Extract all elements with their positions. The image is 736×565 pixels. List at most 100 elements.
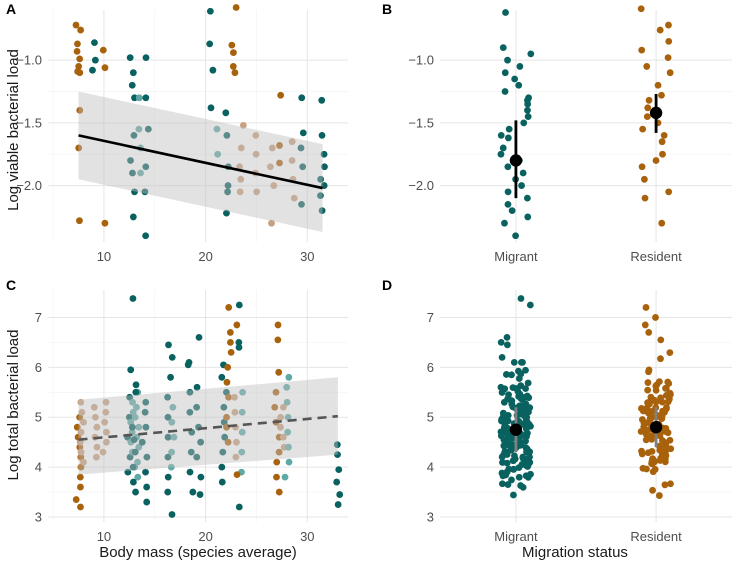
data-point-b <box>512 232 519 240</box>
data-point-d <box>526 404 534 412</box>
data-point-b <box>501 219 508 227</box>
data-point-c <box>92 413 99 421</box>
data-point-b <box>524 113 532 120</box>
data-point-a <box>252 132 260 139</box>
data-point-b <box>665 188 673 196</box>
data-point-c <box>196 491 204 498</box>
data-point-d <box>498 389 506 396</box>
data-point-b <box>497 150 505 158</box>
data-point-c <box>164 453 172 461</box>
data-point-d <box>645 329 653 336</box>
data-point-c <box>77 448 85 456</box>
data-point-d <box>652 387 660 394</box>
data-point-d <box>511 455 519 463</box>
data-point-b <box>524 100 532 108</box>
data-point-c <box>193 403 201 411</box>
data-point-c <box>221 433 229 441</box>
data-point-a <box>318 132 326 139</box>
panel-a-plot: −2.0 −1.5 −1.0 10 20 30 <box>16 4 348 264</box>
data-point-c <box>193 453 201 461</box>
data-point-a <box>128 81 136 89</box>
data-point-b <box>516 63 524 70</box>
data-point-b <box>520 119 528 127</box>
data-point-d <box>524 379 532 387</box>
x-tick-label-a: 20 <box>198 249 212 264</box>
data-point-b <box>504 200 512 208</box>
data-point-b <box>659 150 666 158</box>
data-point-c <box>170 433 178 441</box>
data-point-b <box>658 138 666 146</box>
data-point-a <box>228 41 236 49</box>
data-point-c <box>133 403 140 411</box>
data-point-c <box>77 428 85 436</box>
data-point-d <box>657 355 664 363</box>
data-point-c <box>101 418 108 426</box>
data-point-c <box>143 453 151 461</box>
data-point-a <box>213 125 221 133</box>
data-point-a <box>74 40 81 48</box>
data-point-b <box>654 81 662 89</box>
data-point-c <box>127 366 135 374</box>
data-point-c <box>224 438 232 446</box>
data-point-d <box>510 358 518 366</box>
data-point-c <box>73 423 81 431</box>
data-point-c <box>165 341 172 349</box>
data-point-c <box>142 423 150 431</box>
data-point-b <box>640 175 648 183</box>
data-point-c <box>93 443 101 451</box>
data-point-d <box>515 473 523 481</box>
data-point-b <box>665 21 672 29</box>
data-point-c <box>275 448 283 456</box>
regression-line-a <box>78 134 323 190</box>
data-point-c <box>227 338 234 346</box>
data-point-d <box>653 381 661 389</box>
data-point-d <box>523 448 530 456</box>
data-point-b <box>665 37 673 45</box>
data-point-a <box>91 56 99 64</box>
mean-point-b <box>649 106 663 120</box>
data-point-a <box>236 188 244 196</box>
x-tick-label-b: Migrant <box>494 249 538 264</box>
data-point-d <box>648 432 656 439</box>
data-point-a <box>222 109 230 117</box>
data-point-d <box>643 404 651 412</box>
data-point-b <box>519 169 527 177</box>
data-point-c <box>271 403 279 411</box>
data-point-b <box>645 96 653 104</box>
x-tick-label-c: 20 <box>198 529 212 544</box>
data-point-c <box>272 388 280 396</box>
data-point-c <box>336 491 344 498</box>
data-point-d <box>666 349 674 357</box>
data-point-a <box>89 66 96 74</box>
data-point-d <box>526 301 534 309</box>
data-point-c <box>235 301 243 309</box>
data-point-c <box>142 398 150 406</box>
data-point-c <box>135 423 143 431</box>
data-point-c <box>77 503 84 511</box>
data-point-c <box>218 478 226 486</box>
data-point-b <box>504 56 511 64</box>
data-point-c <box>273 473 280 481</box>
x-axis-title-c: Body mass (species average) <box>99 544 297 561</box>
data-point-d <box>667 480 674 488</box>
data-point-b <box>508 207 516 215</box>
data-point-a <box>75 144 83 152</box>
data-point-c <box>233 321 241 329</box>
data-point-d <box>526 421 534 429</box>
data-point-b <box>504 163 512 171</box>
y-tick-label-b: −1.0 <box>408 53 434 68</box>
x-tick-label-c: 30 <box>300 529 314 544</box>
data-point-a <box>232 4 240 11</box>
data-point-d <box>503 333 511 341</box>
data-point-c <box>193 383 201 391</box>
data-point-c <box>167 463 175 471</box>
data-point-c <box>164 413 172 421</box>
data-point-a <box>230 49 237 57</box>
data-point-b <box>504 188 512 196</box>
data-point-c <box>279 403 287 411</box>
panel-label-b: B <box>382 1 392 17</box>
y-tick-label-d: 4 <box>427 460 434 475</box>
data-point-c <box>223 413 230 421</box>
data-point-c <box>164 473 172 481</box>
data-point-c <box>102 438 110 446</box>
